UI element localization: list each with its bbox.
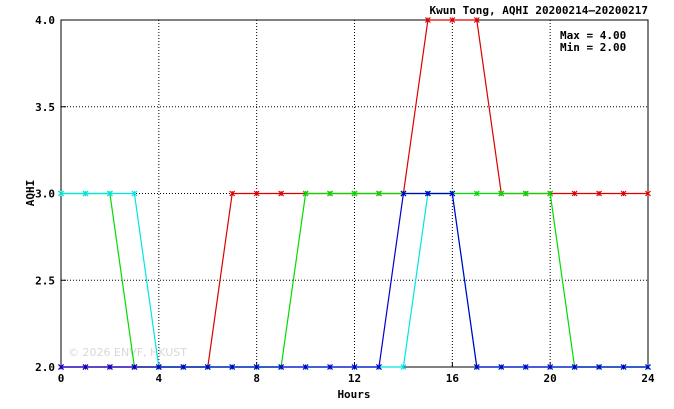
series-1 — [58, 190, 651, 370]
data-point — [302, 190, 309, 197]
series — [58, 17, 651, 370]
data-point — [106, 190, 113, 197]
data-point — [547, 190, 554, 197]
y-tick-label: 3.5 — [35, 101, 55, 114]
max-label: Max = 4.00 — [560, 29, 626, 42]
data-point — [106, 364, 113, 370]
x-tick-label: 8 — [253, 372, 260, 385]
data-point — [645, 190, 651, 197]
data-point — [82, 364, 89, 370]
data-point — [278, 364, 285, 370]
y-axis-title: AQHI — [24, 180, 37, 207]
data-point — [351, 190, 358, 197]
y-tick-label: 2.5 — [35, 274, 55, 287]
data-point — [522, 190, 529, 197]
data-point — [498, 364, 505, 370]
data-point — [58, 364, 64, 370]
data-point — [547, 364, 554, 370]
data-point — [424, 17, 431, 23]
data-point — [645, 364, 651, 370]
x-tick-label: 4 — [156, 372, 163, 385]
data-point — [596, 364, 603, 370]
data-point — [620, 190, 627, 197]
data-point — [449, 17, 456, 23]
x-tick-label: 16 — [446, 372, 460, 385]
data-point — [473, 17, 480, 23]
data-point — [204, 364, 211, 370]
data-point — [155, 364, 162, 370]
data-point — [596, 190, 603, 197]
data-point — [400, 190, 407, 197]
x-axis: 0 4 8 12 16 20 24 — [58, 362, 655, 385]
data-point — [302, 364, 309, 370]
series-3 — [58, 190, 651, 370]
data-point — [327, 364, 333, 370]
x-tick-label: 0 — [58, 372, 65, 385]
data-point — [571, 364, 578, 370]
watermark: © 2026 ENVF, HKUST — [68, 346, 187, 359]
y-tick-label: 4.0 — [35, 14, 55, 27]
data-point — [376, 364, 382, 370]
x-tick-label: 20 — [544, 372, 557, 385]
min-label: Min = 2.00 — [560, 41, 626, 54]
data-point — [253, 364, 260, 370]
x-tick-label: 12 — [348, 372, 361, 385]
series-2 — [58, 190, 651, 370]
data-point — [498, 190, 505, 197]
data-point — [473, 364, 480, 370]
data-point — [571, 190, 578, 197]
chart-title: Kwun Tong, AQHI 20200214–20200217 — [429, 4, 648, 17]
data-point — [351, 364, 358, 370]
data-point — [424, 190, 431, 197]
data-point — [449, 190, 456, 197]
y-tick-label: 3.0 — [35, 188, 55, 201]
data-point — [253, 190, 260, 197]
data-point — [131, 190, 138, 197]
y-axis: 2.0 2.5 3.0 3.5 4.0 — [35, 14, 66, 374]
data-point — [327, 190, 333, 197]
data-point — [229, 364, 236, 370]
data-point — [473, 190, 480, 197]
data-point — [229, 190, 236, 197]
data-point — [131, 364, 138, 370]
data-point — [180, 364, 187, 370]
data-point — [620, 364, 627, 370]
data-point — [376, 190, 382, 197]
data-point — [522, 364, 529, 370]
data-point — [58, 190, 64, 197]
data-point — [82, 190, 89, 197]
data-point — [400, 364, 407, 370]
data-point — [278, 190, 285, 197]
x-tick-label: 24 — [641, 372, 655, 385]
x-axis-title: Hours — [337, 388, 370, 401]
y-tick-label: 2.0 — [35, 361, 55, 374]
